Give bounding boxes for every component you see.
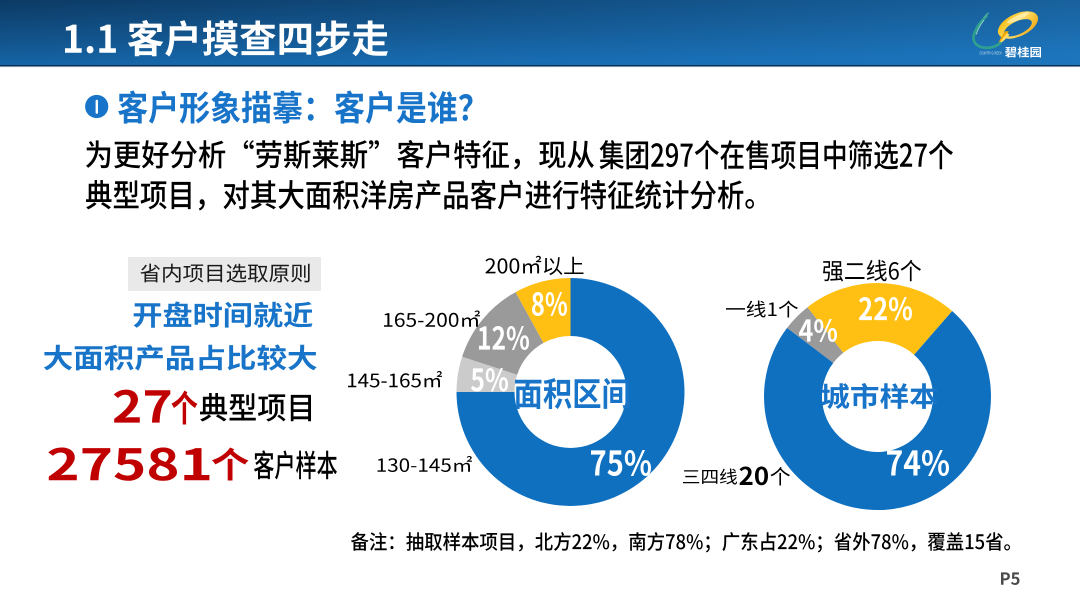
svg-text:COUNTRY GARDEN: COUNTRY GARDEN xyxy=(980,51,1002,56)
